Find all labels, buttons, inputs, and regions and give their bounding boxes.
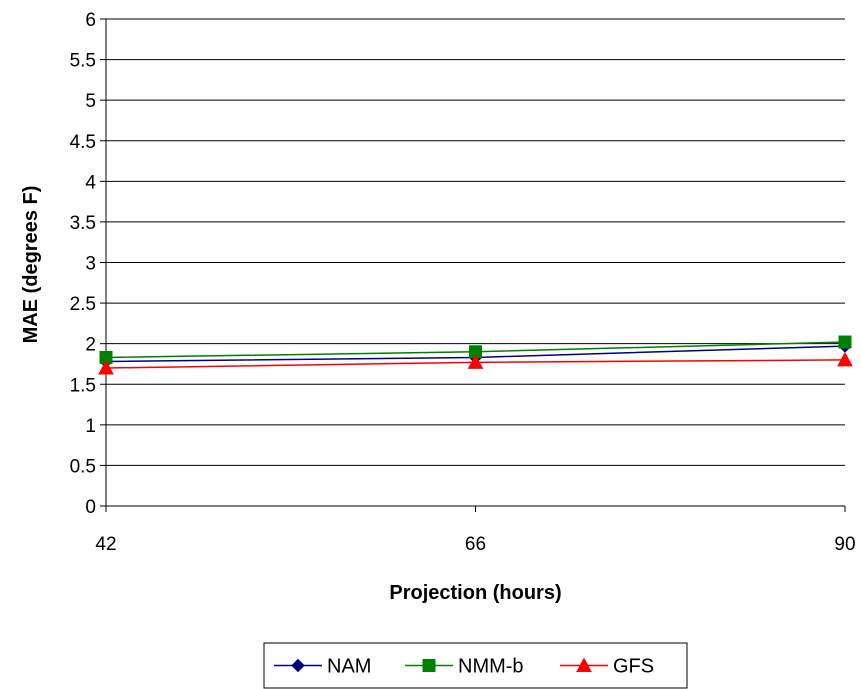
data-point <box>837 351 853 367</box>
y-tick-label: 3 <box>85 254 96 275</box>
series-gfs <box>98 351 853 375</box>
x-tick-label: 42 <box>95 534 116 555</box>
y-tick-label: 5 <box>85 91 96 112</box>
legend-marker <box>291 658 305 673</box>
y-tick-label: 1.5 <box>70 375 96 396</box>
legend-label: NMM-b <box>458 656 524 678</box>
legend-box <box>263 642 688 689</box>
data-point <box>467 354 484 369</box>
series-nmm-b <box>99 335 852 364</box>
y-tick-label: 4 <box>85 172 96 193</box>
y-tick-label: 2.5 <box>70 294 96 315</box>
data-point <box>838 335 852 349</box>
x-tick-label: 90 <box>834 534 855 555</box>
legend-marker <box>422 659 436 672</box>
series-group <box>98 335 853 375</box>
legend-marker <box>576 657 592 672</box>
y-tick-label: 4.5 <box>70 132 96 153</box>
legend: NAM NMM-b GFS <box>263 642 688 689</box>
legend-item: GFS <box>560 656 654 678</box>
y-tick-label: 0.5 <box>70 456 96 477</box>
y-tick-label: 3.5 <box>70 213 96 234</box>
y-tick-label: 0 <box>85 497 96 518</box>
x-axis-title: Projection (hours) <box>389 582 561 604</box>
y-tick-label: 1 <box>85 416 96 437</box>
legend-label: NAM <box>327 656 371 678</box>
legend-item: NMM-b <box>405 656 524 678</box>
x-tick-label: 66 <box>465 534 486 555</box>
y-tick-label: 2 <box>85 335 96 356</box>
x-axis-ticks: 42 66 90 <box>95 506 856 555</box>
y-axis-ticks: 0 0.5 1 1.5 2 2.5 3 3.5 4 4.5 5 5.5 6 <box>70 10 106 518</box>
legend-item: NAM <box>274 656 371 678</box>
data-point <box>98 359 114 375</box>
legend-label: GFS <box>613 656 654 678</box>
grid-lines <box>106 18 845 466</box>
y-tick-label: 6 <box>85 10 96 31</box>
y-tick-label: 5.5 <box>70 51 96 72</box>
y-axis-title: MAE (degrees F) <box>20 186 42 344</box>
